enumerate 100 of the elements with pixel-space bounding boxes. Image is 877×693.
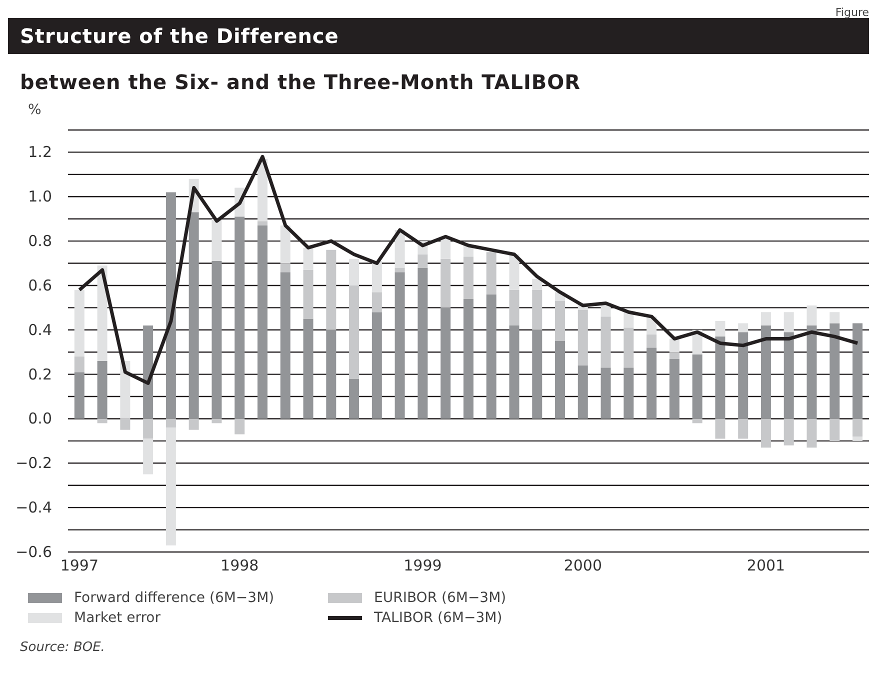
bar — [509, 254, 520, 290]
bar — [97, 418, 108, 424]
text: Figure — [834, 6, 869, 19]
x-tick-label: 1997 — [60, 556, 99, 575]
bar — [280, 272, 290, 419]
bar — [418, 254, 428, 268]
source-note: Source: BOE. — [19, 639, 106, 657]
y-tick-label: 1.0 — [28, 188, 52, 206]
y-tick-label: 0.8 — [28, 232, 52, 250]
bar — [463, 298, 474, 419]
bar — [852, 436, 863, 441]
x-tick-label: 1998 — [220, 556, 259, 575]
bar — [120, 418, 130, 430]
bar — [74, 372, 84, 419]
bar — [555, 341, 566, 419]
y-tick-label: 0.0 — [28, 410, 52, 428]
bar — [372, 261, 382, 292]
bar — [303, 270, 314, 319]
bar — [394, 272, 405, 419]
bar — [692, 418, 702, 424]
bar — [326, 250, 336, 330]
bar — [509, 325, 520, 419]
bar — [624, 328, 634, 368]
bar — [600, 316, 611, 368]
bar — [143, 438, 154, 474]
legend-label: EURIBOR (6M−3M) — [374, 590, 506, 606]
bar — [303, 318, 314, 419]
bar — [166, 418, 176, 428]
bar — [74, 290, 84, 357]
bar — [600, 368, 611, 419]
bar — [372, 292, 382, 312]
bar — [692, 354, 702, 419]
bar — [166, 192, 176, 419]
y-axis-title: % — [27, 101, 42, 118]
bar — [578, 365, 588, 419]
bar — [852, 323, 863, 419]
bar — [624, 368, 634, 419]
bar — [212, 418, 222, 424]
bar — [280, 263, 290, 272]
y-tick-label: 0.6 — [28, 276, 52, 294]
x-tick-label: 2000 — [564, 556, 602, 575]
bar — [143, 418, 154, 439]
bar — [784, 332, 794, 419]
bar — [97, 360, 108, 419]
bar — [234, 216, 245, 419]
bar — [486, 252, 496, 294]
bar — [463, 256, 474, 299]
bar — [532, 278, 542, 290]
bar — [669, 338, 680, 352]
bar — [830, 323, 840, 419]
y-tick-label: −0.6 — [16, 543, 52, 561]
bar — [784, 418, 794, 446]
y-tick-label: 0.4 — [28, 320, 52, 339]
bar — [257, 221, 268, 226]
bar — [74, 356, 84, 372]
bar — [669, 358, 680, 419]
bar — [669, 352, 680, 359]
bar — [760, 418, 771, 448]
bar — [760, 325, 771, 419]
bar — [372, 312, 382, 419]
bar — [303, 248, 314, 270]
bar — [418, 268, 428, 419]
bar — [394, 268, 405, 272]
bar — [760, 312, 771, 326]
legend-label: Forward difference (6M−3M) — [74, 590, 274, 606]
x-tick-label: 2001 — [746, 556, 786, 575]
bar — [234, 418, 245, 434]
bar — [188, 212, 199, 419]
bar — [578, 310, 588, 366]
bar — [440, 258, 451, 308]
chart-title: Structure of the Difference — [8, 18, 869, 54]
bar — [486, 294, 496, 419]
bar — [646, 334, 657, 348]
bar — [646, 348, 657, 419]
x-tick-label: 1999 — [404, 556, 442, 575]
bar — [188, 418, 199, 430]
bar — [830, 418, 840, 441]
bar — [806, 418, 817, 448]
bar — [212, 218, 222, 262]
bar — [555, 301, 566, 341]
bar — [715, 336, 726, 419]
bar — [715, 321, 726, 337]
y-tick-label: −0.2 — [16, 454, 52, 472]
bar — [806, 305, 817, 326]
bar — [852, 418, 863, 437]
bar — [509, 290, 520, 326]
bar — [738, 418, 748, 439]
bar — [532, 330, 542, 419]
bar — [784, 312, 794, 332]
legend-label: Market error — [74, 610, 160, 626]
bar — [280, 226, 290, 264]
bar — [326, 330, 336, 419]
bar — [440, 238, 451, 259]
bar — [143, 325, 154, 419]
bar — [349, 378, 360, 419]
bar — [715, 418, 726, 439]
bar — [212, 261, 222, 419]
bar — [440, 308, 451, 419]
bar — [532, 290, 542, 330]
bar — [166, 428, 176, 546]
